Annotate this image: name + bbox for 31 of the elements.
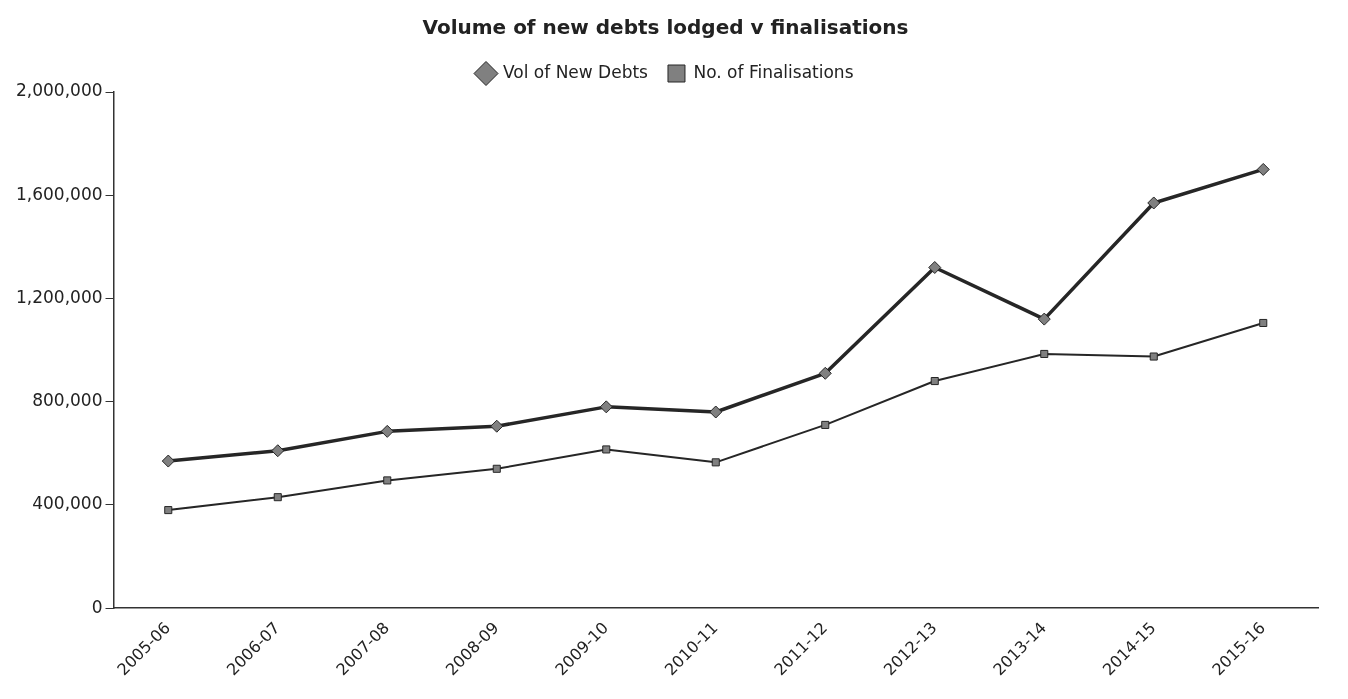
y-tick-label: 800,000 <box>32 390 103 411</box>
point <box>1040 349 1049 358</box>
point <box>821 420 830 429</box>
point <box>490 419 504 433</box>
point <box>930 377 939 386</box>
point <box>818 366 832 380</box>
point <box>1256 162 1270 176</box>
point <box>1147 196 1161 210</box>
y-tick-label: 1,600,000 <box>15 183 103 204</box>
legend-label: Vol of New Debts <box>503 61 649 82</box>
y-tick-label: 2,000,000 <box>15 80 103 101</box>
y-tick-label: 400,000 <box>32 493 103 514</box>
point <box>711 458 720 467</box>
point <box>380 424 394 438</box>
y-tick-label: 1,200,000 <box>15 286 103 307</box>
point <box>492 464 501 473</box>
point <box>602 445 611 454</box>
point <box>161 454 175 468</box>
point <box>1149 352 1158 361</box>
point <box>599 400 613 414</box>
point <box>273 493 282 502</box>
point <box>1259 318 1268 328</box>
chart-title: Volume of new debts lodged v finalisations <box>422 15 909 40</box>
point <box>928 260 942 274</box>
point <box>383 476 392 485</box>
legend-label: No. of Finalisations <box>693 61 854 82</box>
point <box>164 506 173 515</box>
point <box>271 444 285 458</box>
point <box>1037 312 1051 326</box>
point <box>709 405 723 419</box>
y-tick-label: 0 <box>91 596 103 617</box>
